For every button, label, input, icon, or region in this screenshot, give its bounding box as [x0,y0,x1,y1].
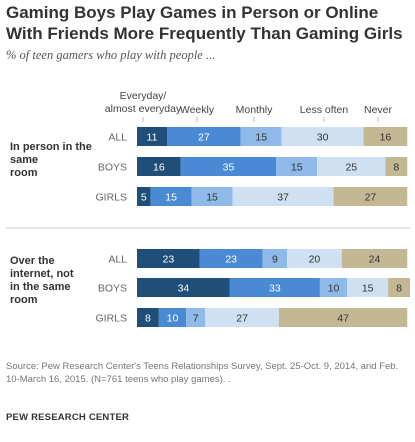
data-label: 35 [223,162,235,174]
data-label: 37 [277,192,289,204]
data-label: 27 [365,192,377,204]
data-label: 15 [255,132,267,144]
data-label: 8 [145,313,151,325]
row-label: GIRLS [95,313,127,325]
legend-label-0: Everyday/almost everyday [105,90,182,115]
data-label: 10 [328,283,340,295]
data-label: 47 [337,313,349,325]
bar-segment [137,127,168,146]
bar-segment [232,187,334,206]
source-note: Source: Pew Research Center's Teens Rela… [6,361,399,385]
bar-segment [150,187,192,206]
bar-segment [276,157,318,176]
group-label-line: internet, not [10,268,74,280]
row-label: ALL [108,254,127,266]
data-label: 15 [206,192,218,204]
data-label: 33 [269,283,281,295]
group-label-line: room [10,167,38,179]
legend-label-3: Less often [300,104,349,116]
bar-segment [186,308,206,327]
data-label: 25 [345,162,357,174]
data-label: 27 [198,132,210,144]
group-label-line: Over the [10,255,55,267]
data-label: 11 [147,132,158,144]
data-label: 15 [362,283,374,295]
row-label: GIRLS [95,192,127,204]
bar-segment [137,187,151,206]
bar-segment [137,157,181,176]
bar-segment [363,127,408,146]
bar-segment [137,308,159,327]
data-label: 34 [178,283,190,295]
bar-segment [281,127,364,146]
data-label: 27 [236,313,248,325]
data-label: 15 [165,192,177,204]
data-label: 23 [225,254,237,266]
bar-segment [333,187,408,206]
row-label: ALL [108,132,127,144]
bar-segment [199,249,263,268]
group-label-line: In person in the [10,141,92,153]
bar-segment [319,278,348,297]
bar-segment [205,308,279,327]
bar-segment [347,278,389,297]
bar-segment [388,278,410,297]
data-label: 7 [193,313,199,325]
group-label-line: room [10,294,38,306]
data-label: 24 [369,254,381,266]
bar-segment [317,157,386,176]
bar-segment [341,249,408,268]
row-label: BOYS [98,162,127,174]
bar-segment [158,308,187,327]
data-label: 9 [272,254,278,266]
bar-segment [180,157,277,176]
chart-title: Gaming Boys Play Games in Person or Onli… [6,3,403,43]
chart-subtitle: % of teen gamers who play with people ..… [6,48,216,62]
data-label: 8 [396,283,402,295]
bar-segment [191,187,233,206]
legend-label-4: Never [364,104,393,116]
data-label: 5 [141,192,147,204]
row-label: BOYS [98,283,127,295]
data-label: 16 [380,132,392,144]
data-label: 10 [167,313,179,325]
bar-segment [385,157,408,176]
data-label: 16 [153,162,165,174]
bar-segment [287,249,342,268]
bar-segment [229,278,320,297]
bar-segment [240,127,282,146]
group-label-line: in the same [10,281,71,293]
bar-segment [137,249,200,268]
legend-label-1: Weekly [180,104,215,116]
data-label: 30 [317,132,329,144]
bar-segment [262,249,288,268]
group-label-line: same [10,154,38,166]
data-label: 8 [393,162,399,174]
data-label: 15 [291,162,303,174]
bar-segment [137,278,230,297]
data-label: 23 [163,254,175,266]
bar-segment [167,127,241,146]
legend-label-2: Monthly [236,104,274,116]
data-label: 20 [309,254,321,266]
bar-segment [278,308,408,327]
footer-credit: PEW RESEARCH CENTER [6,412,130,423]
